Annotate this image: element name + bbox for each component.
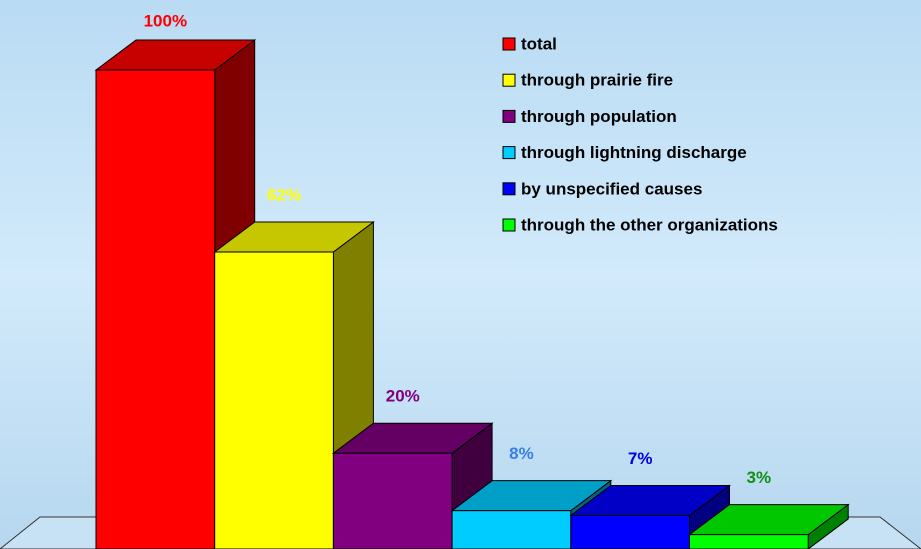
bar [570,514,690,549]
legend-swatch [502,182,516,196]
legend-swatch [502,146,516,160]
bar [332,452,453,549]
legend-label: through the other organizations [521,215,778,234]
legend-label: total [521,34,557,53]
legend-swatch [502,109,516,123]
data-label: 7% [628,449,653,468]
bar [95,69,216,549]
data-label: 20% [386,387,420,406]
bar [214,251,334,549]
data-label: 62% [267,186,301,205]
bar [451,510,572,549]
legend-label: through lightning discharge [521,143,747,162]
legend-label: through prairie fire [521,71,673,90]
legend-swatch [502,218,516,232]
data-label: 100% [144,11,187,30]
legend-label: by unspecified causes [521,179,702,198]
data-label: 8% [509,444,534,463]
data-label: 3% [747,468,772,487]
legend-swatch [502,73,516,87]
bar [689,534,809,549]
legend-swatch [502,37,516,51]
legend-label: through population [521,107,677,126]
